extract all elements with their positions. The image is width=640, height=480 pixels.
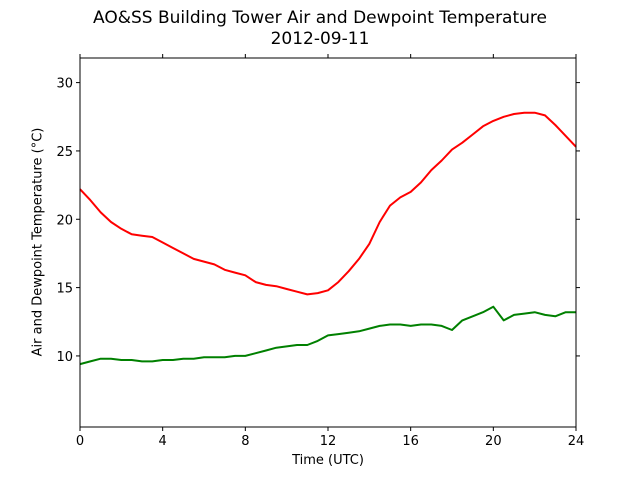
x-tick-label: 24 bbox=[568, 434, 585, 449]
x-tick-label: 12 bbox=[320, 434, 337, 449]
y-tick-label: 20 bbox=[56, 213, 73, 228]
y-tick-label: 15 bbox=[56, 282, 73, 297]
chart-title: AO&SS Building Tower Air and Dewpoint Te… bbox=[92, 8, 547, 28]
x-tick-label: 0 bbox=[76, 434, 84, 449]
x-tick-label: 8 bbox=[241, 434, 249, 449]
x-axis-label: Time (UTC) bbox=[292, 453, 364, 468]
y-tick-label: 30 bbox=[56, 77, 73, 92]
y-tick-label: 25 bbox=[56, 145, 73, 160]
y-tick-label: 10 bbox=[56, 350, 73, 365]
y-axis-label: Air and Dewpoint Temperature (°C) bbox=[30, 127, 46, 357]
x-tick-label: 4 bbox=[159, 434, 167, 449]
x-tick-label: 16 bbox=[402, 434, 419, 449]
chart-subtitle: 2012-09-11 bbox=[270, 29, 370, 49]
series-line-2 bbox=[79, 305, 576, 366]
x-tick-label: 20 bbox=[485, 434, 502, 449]
series-line-1 bbox=[79, 111, 577, 296]
axes-frame bbox=[79, 57, 577, 428]
